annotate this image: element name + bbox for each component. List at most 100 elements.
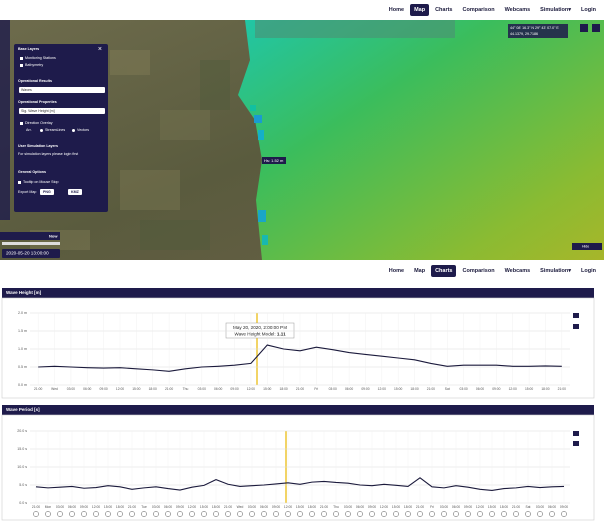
label: Monitoring Stations <box>25 56 56 60</box>
x-tick-label: 15:00 <box>104 505 112 509</box>
label: Vectors <box>77 128 89 132</box>
y-tick-label: 0.5 m <box>18 365 27 369</box>
x-tick-label: 18:00 <box>404 505 412 509</box>
hover-tooltip-box <box>262 157 286 164</box>
select[interactable]: Sig. Wave Height [m] <box>19 108 105 114</box>
x-tick-label: 03:00 <box>198 387 206 391</box>
nav-item[interactable]: Simulation▾ <box>540 268 572 274</box>
x-tick-label: 12:00 <box>92 505 100 509</box>
direction-icon <box>141 511 147 517</box>
chart-frame <box>1 297 595 399</box>
png-button[interactable]: PNG <box>40 189 54 195</box>
option[interactable]: Vectors <box>72 128 89 132</box>
nav-item[interactable]: Charts <box>431 265 457 277</box>
series-line <box>35 477 565 491</box>
nav-item[interactable]: Home <box>388 268 405 274</box>
y-tick-label: 15.0 s <box>17 447 27 451</box>
nav-item[interactable]: Webcams <box>504 268 531 274</box>
direction-icon <box>201 511 207 517</box>
x-tick-label: 15:00 <box>525 387 533 391</box>
nav-item[interactable]: Login <box>581 268 596 274</box>
coordinates-decimal: 44.1379, 29.7186 <box>510 32 538 36</box>
direction-icon <box>345 511 351 517</box>
nav-item[interactable]: Login <box>581 7 596 13</box>
nav-item[interactable]: Comparison <box>462 7 495 13</box>
y-tick-label: 0.0 m <box>18 383 27 387</box>
chart-frame <box>1 414 595 521</box>
x-tick-label: 06:00 <box>68 505 76 509</box>
direction-icon <box>33 511 39 517</box>
x-tick-label: 21:00 <box>558 387 566 391</box>
x-tick-label: 18:00 <box>410 387 418 391</box>
direction-icon <box>441 511 447 517</box>
x-tick-label: 03:00 <box>56 505 64 509</box>
chart-tools[interactable] <box>573 313 579 446</box>
x-tick-label: Tue <box>141 505 147 509</box>
direction-icon <box>489 511 495 517</box>
nav-item[interactable]: Map <box>410 4 430 16</box>
option[interactable]: StreamLines <box>40 128 65 132</box>
x-tick-label: 06:00 <box>214 387 222 391</box>
section: Operational Results <box>18 79 52 83</box>
x-tick-label: 18:00 <box>541 387 549 391</box>
time-slider[interactable] <box>2 242 60 245</box>
label: Direction Overlay <box>25 121 53 125</box>
now-button[interactable]: Now <box>49 234 58 239</box>
x-tick-label: 18:00 <box>280 387 288 391</box>
x-tick-label: Sat <box>526 505 531 509</box>
x-tick-label: 12:00 <box>380 505 388 509</box>
series-line <box>38 344 562 372</box>
playback-controls[interactable] <box>0 232 60 240</box>
x-tick-label: 06:00 <box>345 387 353 391</box>
x-tick-label: 06:00 <box>83 387 91 391</box>
nav-item[interactable]: Comparison <box>462 268 495 274</box>
nav-item[interactable]: Charts <box>435 7 453 13</box>
option[interactable]: Direction Overlay <box>20 121 53 125</box>
nav-item[interactable]: Webcams <box>504 7 531 13</box>
select[interactable]: Waves <box>19 87 105 93</box>
option[interactable]: Tooltip on Mouse Stop <box>18 180 59 184</box>
option[interactable]: Bathymetry <box>20 63 43 67</box>
direction-icon <box>153 511 159 517</box>
direction-icon <box>381 511 387 517</box>
x-tick-label: Wed <box>51 387 58 391</box>
layers-button[interactable] <box>580 24 588 32</box>
y-tick-label: 1.0 m <box>18 347 27 351</box>
x-tick-label: Thu <box>333 505 339 509</box>
x-tick-label: 09:00 <box>464 505 472 509</box>
nav-item[interactable]: Map <box>414 268 426 274</box>
x-tick-label: 09:00 <box>361 387 369 391</box>
x-tick-label: 03:00 <box>67 387 75 391</box>
x-tick-label: 12:00 <box>116 387 124 391</box>
kmz-button[interactable]: KMZ <box>68 189 82 195</box>
map[interactable]: 44° 08' 16.3" N 29° 43' 07.0" E 44.1379,… <box>0 20 604 260</box>
close-button[interactable]: × <box>97 46 102 53</box>
x-tick-label: 15:00 <box>392 505 400 509</box>
hide-button-box[interactable] <box>572 243 602 250</box>
x-tick-label: 09:00 <box>80 505 88 509</box>
hide-button[interactable]: Hide <box>582 244 589 248</box>
x-tick-label: 03:00 <box>248 505 256 509</box>
fullscreen-button[interactable] <box>592 24 600 32</box>
nav-item[interactable]: Home <box>388 7 405 13</box>
label: Arr. <box>26 128 32 132</box>
nav-item[interactable]: Simulation▾ <box>540 7 572 13</box>
coordinates-dms: 44° 08' 16.3" N 29° 43' 07.0" E <box>510 26 559 30</box>
label: Export Map <box>18 190 37 194</box>
x-tick-label: 03:00 <box>152 505 160 509</box>
map-toolbar[interactable] <box>0 20 10 220</box>
sea <box>238 20 604 260</box>
x-tick-label: 18:00 <box>149 387 157 391</box>
x-tick-label: Thu <box>183 387 189 391</box>
x-tick-label: 09:00 <box>272 505 280 509</box>
option[interactable]: Monitoring Stations <box>20 56 56 60</box>
direction-icon <box>237 511 243 517</box>
x-tick-label: 09:00 <box>176 505 184 509</box>
direction-icon <box>105 511 111 517</box>
direction-icon <box>57 511 63 517</box>
x-tick-label: 21:00 <box>165 387 173 391</box>
direction-icon <box>321 511 327 517</box>
direction-icon <box>129 511 135 517</box>
direction-icon <box>309 511 315 517</box>
direction-icon <box>273 511 279 517</box>
